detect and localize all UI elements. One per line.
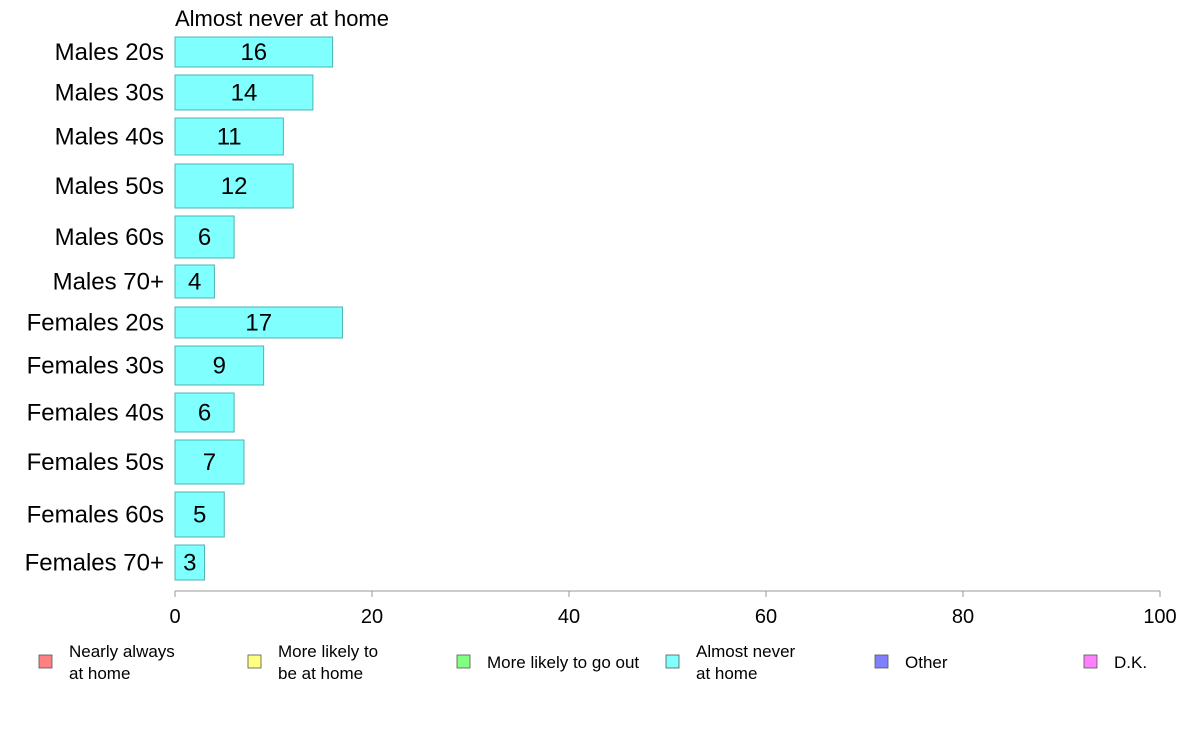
bar-females-50s — [174, 439, 245, 485]
x-tick-label: 80 — [952, 606, 974, 628]
bar-males-20s — [174, 36, 334, 68]
bar-value-label: 9 — [213, 353, 226, 380]
bar-value-label: 12 — [221, 173, 248, 200]
category-label: Males 50s — [55, 173, 164, 200]
x-tick-label: 60 — [755, 606, 777, 628]
category-label: Females 30s — [27, 353, 164, 380]
legend-swatch — [874, 654, 889, 669]
bar-males-50s — [174, 163, 294, 209]
legend-swatch — [1083, 654, 1098, 669]
bar-value-label: 6 — [198, 400, 211, 427]
category-labels-group: Males 20s Males 30s Males 40s Males 50s Male… — [25, 39, 164, 577]
category-label: Males 40s — [55, 124, 164, 151]
category-label: Males 30s — [55, 80, 164, 107]
bar-males-40s — [174, 117, 284, 156]
legend-label: Almost never at home — [696, 642, 796, 683]
legend-swatch — [38, 654, 53, 669]
x-tick-label: 100 — [1143, 606, 1176, 628]
x-tick-label: 20 — [361, 606, 383, 628]
category-label: Males 70+ — [53, 269, 164, 296]
category-label: Females 20s — [27, 310, 164, 337]
legend-label: More likely to be at home — [278, 642, 378, 683]
bar-value-label: 5 — [193, 502, 206, 529]
bar-males-70-plus — [174, 264, 215, 299]
legend-label: Nearly always at home — [69, 642, 175, 683]
category-label: Males 20s — [55, 39, 164, 66]
bar-value-label: 11 — [217, 124, 242, 151]
bar-value-label: 7 — [203, 449, 216, 476]
bar-value-label: 4 — [188, 269, 201, 296]
bar-females-60s — [174, 491, 225, 538]
bar-females-40s — [174, 392, 235, 433]
bar-value-label: 6 — [198, 224, 211, 251]
bar-females-70-plus — [174, 544, 206, 581]
category-label: Males 60s — [55, 224, 164, 251]
legend-label: Other — [905, 653, 948, 672]
bar-value-label: 17 — [245, 310, 272, 337]
category-label: Females 70+ — [25, 550, 164, 577]
x-tick-label: 40 — [558, 606, 580, 628]
x-axis: 0 20 40 60 80 100 — [169, 590, 1177, 628]
category-label: Females 40s — [27, 400, 164, 427]
legend-label: D.K. — [1114, 653, 1147, 672]
category-label: Females 50s — [27, 449, 164, 476]
bar-value-label: 14 — [231, 80, 258, 107]
legend-label: More likely to go out — [487, 653, 639, 672]
legend-swatch — [456, 654, 471, 669]
bar-females-30s — [174, 345, 265, 386]
category-label: Females 60s — [27, 502, 164, 529]
bar-females-20s — [174, 306, 343, 339]
bar-value-label: 3 — [183, 550, 196, 577]
legend: Nearly always at home More likely to be at … — [38, 642, 1147, 683]
panel-title: Almost never at home — [175, 6, 389, 31]
x-tick-label: 0 — [169, 606, 180, 628]
legend-swatch — [665, 654, 680, 669]
legend-swatch — [247, 654, 262, 669]
bar-value-label: 16 — [240, 39, 267, 66]
bar-males-60s — [174, 215, 235, 259]
bar-males-30s — [174, 74, 314, 111]
